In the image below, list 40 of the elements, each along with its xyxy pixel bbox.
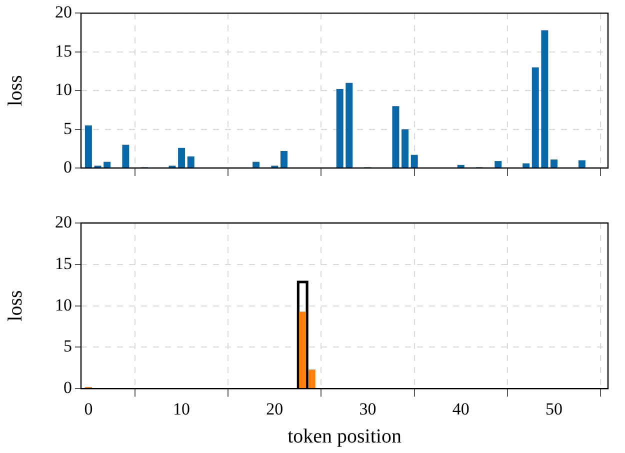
y-tick-label: 20: [55, 212, 72, 232]
bar: [308, 370, 316, 388]
bar: [522, 163, 530, 168]
y-tick-label: 15: [55, 254, 72, 273]
bar: [187, 156, 194, 168]
bar: [402, 129, 409, 168]
bar: [178, 148, 186, 168]
bar: [299, 312, 306, 388]
bar: [457, 164, 464, 168]
y-tick-label: 10: [55, 295, 72, 314]
x-tick-label: 20: [266, 399, 284, 418]
bar: [280, 150, 288, 168]
bar: [541, 30, 548, 168]
x-tick-label: 10: [173, 399, 190, 418]
x-tick-label: 30: [359, 399, 376, 418]
bar: [336, 89, 344, 168]
y-tick-label: 5: [64, 118, 72, 138]
y-tick-label: 0: [64, 157, 72, 176]
bar: [532, 67, 539, 168]
bar: [104, 162, 111, 168]
bar: [550, 159, 558, 168]
bar: [346, 82, 353, 168]
x-tick-label: 50: [545, 399, 562, 418]
y-tick-label: 0: [64, 378, 72, 398]
bar: [578, 160, 586, 168]
bar: [252, 162, 260, 168]
x-tick-label: 0: [84, 399, 93, 418]
y-tick-label: 15: [55, 41, 72, 60]
x-axis-title: token position: [288, 425, 402, 448]
y-axis-title: loss: [4, 74, 26, 106]
bar: [494, 161, 502, 168]
y-tick-label: 10: [55, 80, 72, 100]
y-tick-label: 5: [64, 336, 72, 356]
bar: [392, 106, 400, 168]
bar: [84, 125, 92, 168]
x-tick-label: 40: [452, 399, 470, 418]
bar: [410, 154, 418, 168]
y-tick-label: 20: [55, 2, 72, 22]
y-axis-title: loss: [4, 290, 26, 322]
bar: [122, 144, 130, 168]
